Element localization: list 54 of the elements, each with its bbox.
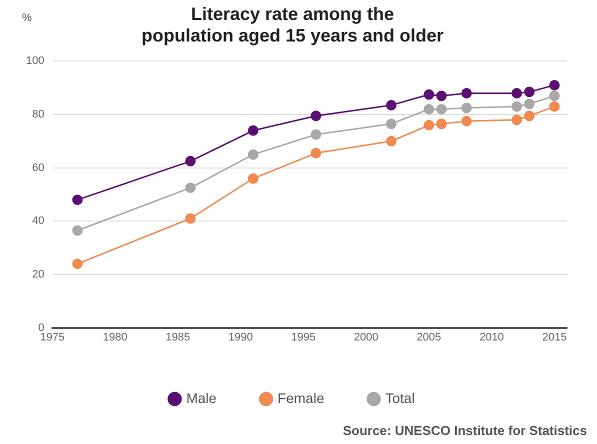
point (248, 125, 258, 136)
point (549, 80, 560, 90)
point (512, 88, 522, 98)
point (185, 156, 196, 166)
x-tick-label: 1975 (40, 331, 65, 344)
y-tick-label: 20 (32, 268, 44, 281)
y-tick-label: 0 (38, 322, 44, 334)
legend-label: Male (186, 390, 217, 406)
point (461, 116, 472, 126)
point (386, 100, 397, 110)
x-tick-label: 1985 (166, 331, 190, 344)
legend-label: Female (278, 390, 324, 406)
point (386, 118, 397, 130)
legend-label: Total (385, 390, 415, 406)
y-tick-label: 100 (26, 55, 44, 68)
point (248, 173, 258, 184)
point (461, 88, 472, 98)
x-tick-label: 2015 (542, 331, 567, 344)
point (72, 194, 83, 206)
point (310, 129, 322, 140)
point (185, 182, 196, 194)
point (424, 104, 434, 114)
point (512, 101, 522, 112)
x-tick-label: 2000 (354, 331, 378, 344)
x-tick-label: 1980 (102, 331, 128, 344)
point (436, 90, 447, 102)
x-tick-label: 2010 (479, 331, 504, 344)
point (248, 149, 258, 160)
x-tick-label: 1995 (291, 331, 316, 344)
point (386, 136, 397, 146)
y-tick-label: 80 (32, 108, 44, 121)
point (436, 104, 447, 114)
y-axis-title: % (22, 12, 32, 24)
y-tick-label: 40 (32, 215, 44, 228)
point (185, 213, 196, 224)
point (436, 118, 447, 130)
x-tick-label: 1990 (228, 331, 253, 344)
point (524, 98, 535, 110)
point (524, 86, 535, 98)
point (549, 101, 560, 112)
point (549, 90, 560, 102)
point (512, 114, 522, 126)
point (524, 110, 535, 122)
point (72, 258, 83, 270)
x-tick-label: 2005 (416, 331, 442, 344)
point (72, 225, 83, 236)
point (310, 110, 322, 122)
source-note: Source: UNESCO Institute for Statistics (342, 423, 587, 438)
point (424, 120, 434, 130)
point (424, 89, 434, 100)
point (461, 102, 472, 114)
chart-title: Literacy rate among the population aged 15 years and older (141, 4, 444, 46)
y-tick-label: 60 (32, 162, 44, 174)
point (310, 148, 322, 158)
